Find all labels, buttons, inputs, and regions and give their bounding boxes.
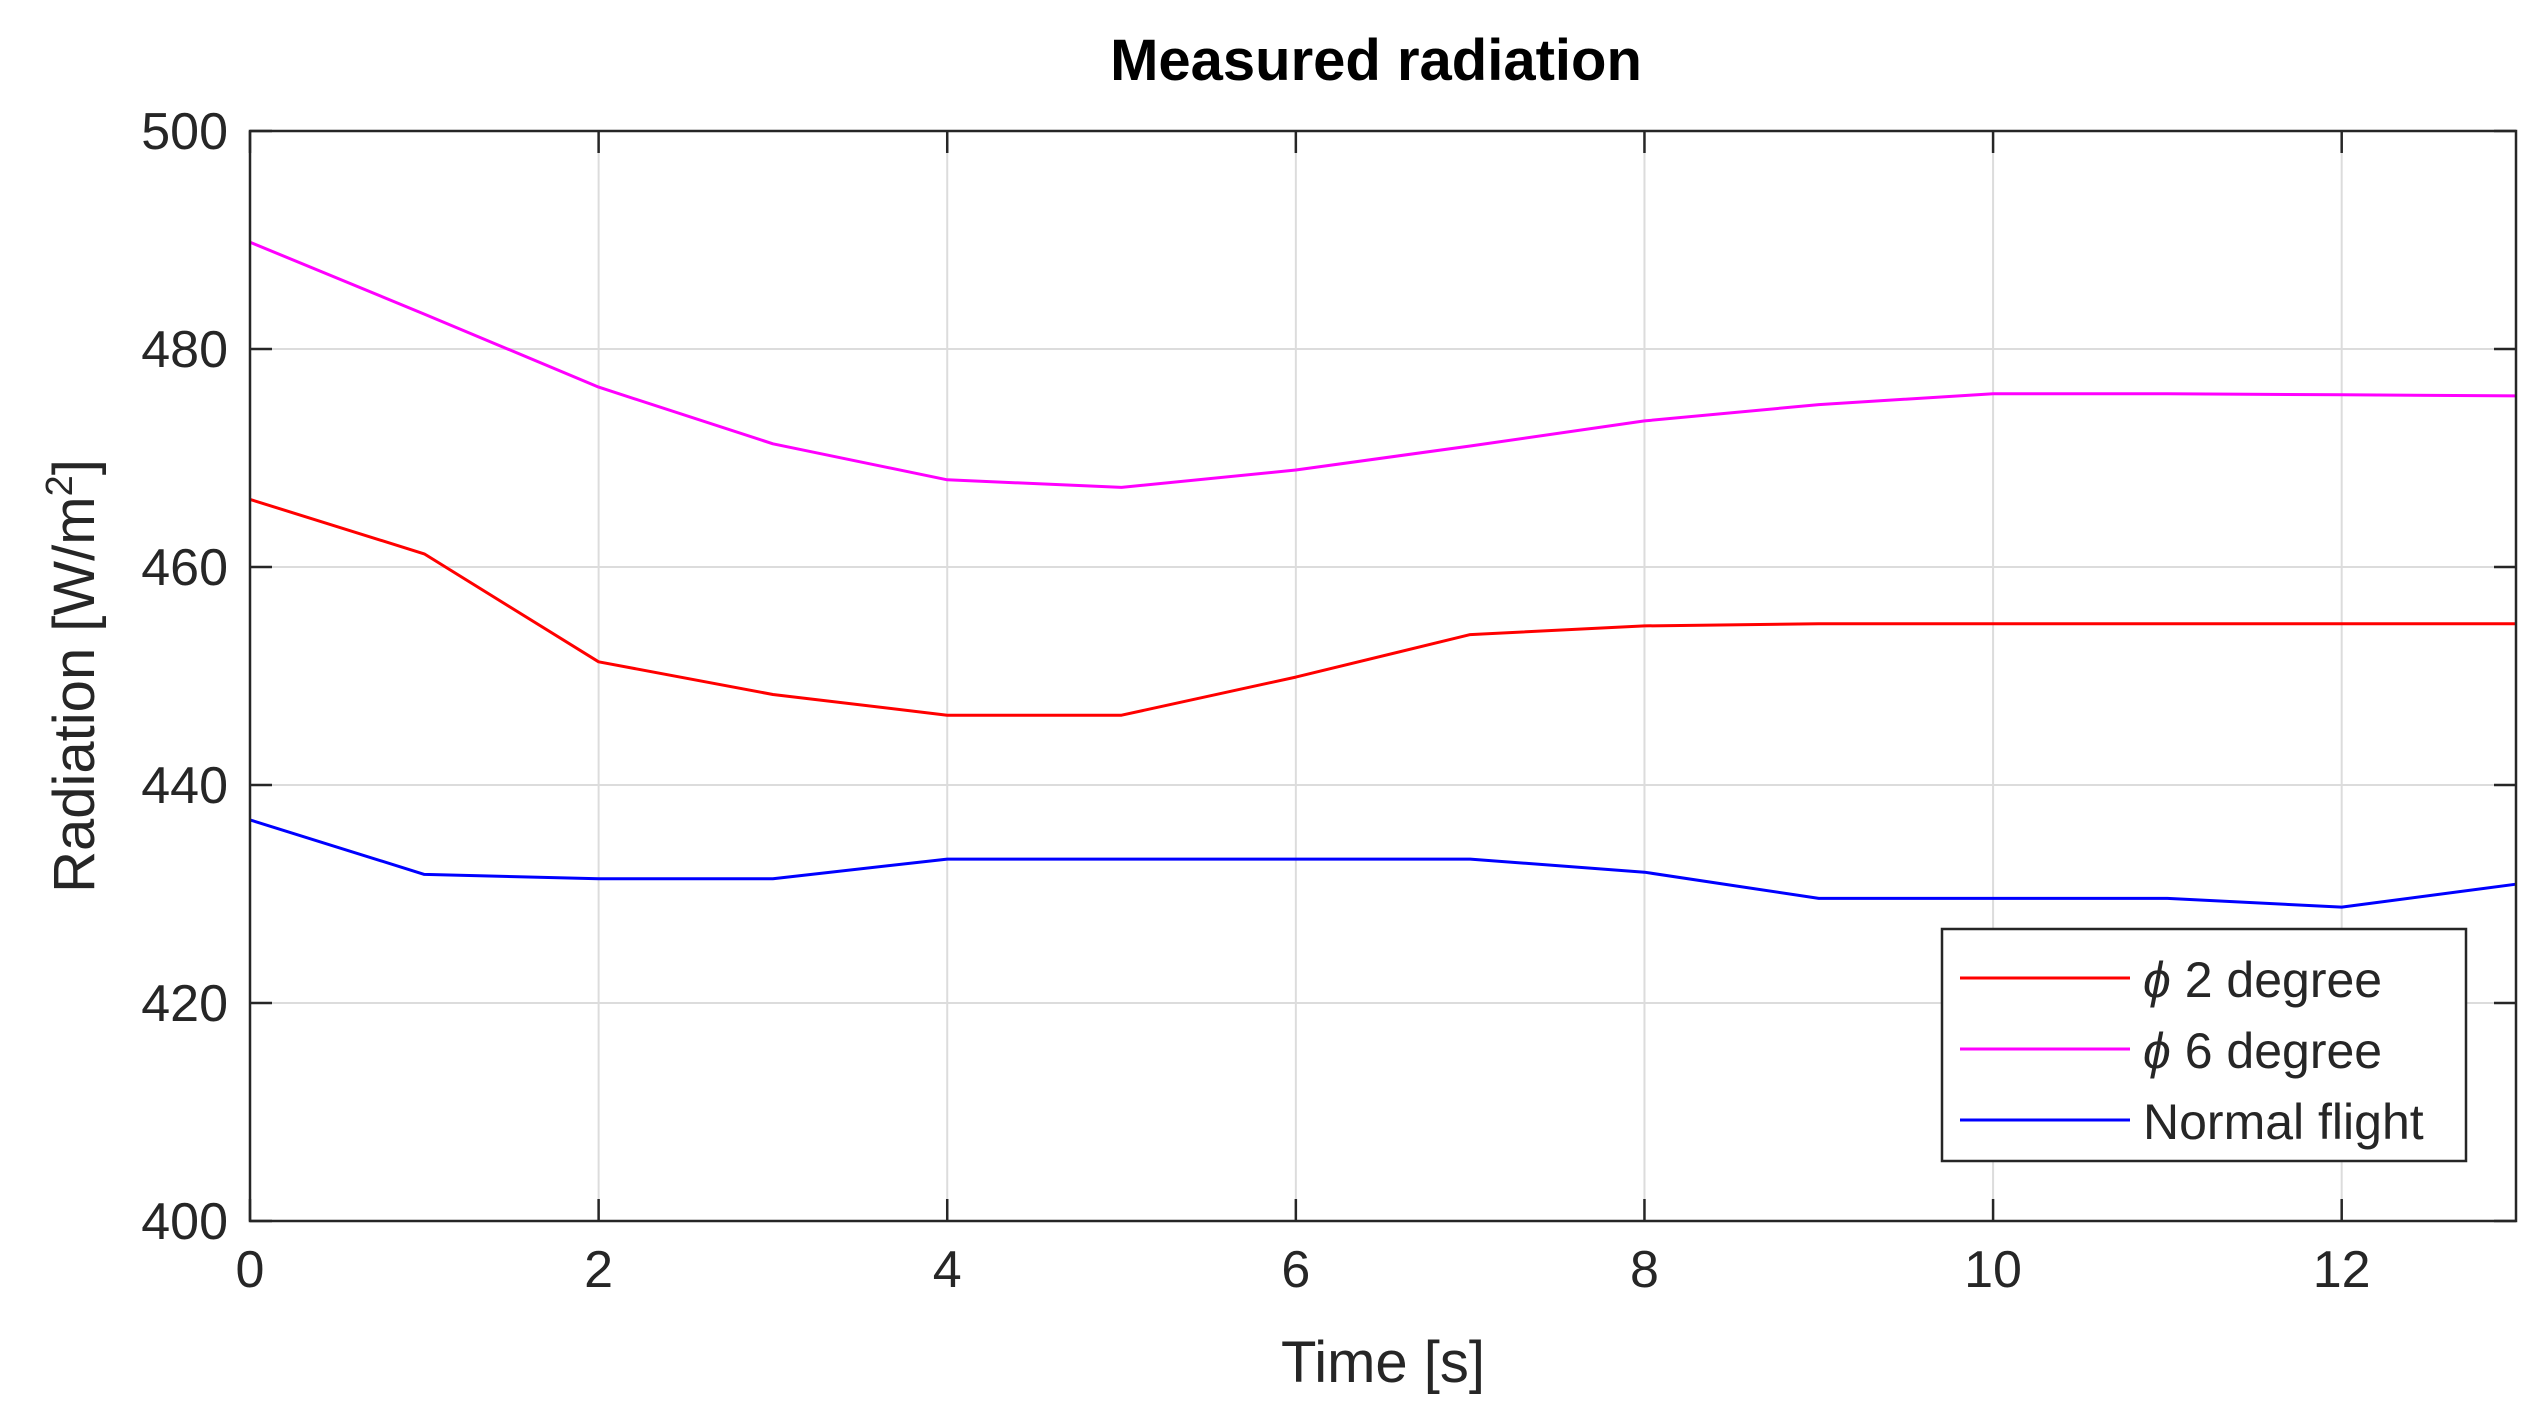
y-axis-label-close: ]: [42, 459, 107, 475]
legend-symbol: ϕ: [2143, 1023, 2171, 1079]
chart-title: Measured radiation: [1110, 28, 1642, 93]
legend-label-1: ϕ 2 degree: [2143, 952, 2382, 1008]
series-layer: [249, 240, 2517, 909]
x-tick-label: 8: [1630, 1241, 1659, 1299]
y-axis-label-main: Radiation [W/m: [42, 496, 107, 892]
legend-label-2: ϕ 6 degree: [2143, 1023, 2382, 1079]
x-tick-label: 0: [236, 1241, 265, 1299]
y-tick-label: 500: [141, 103, 228, 161]
legend-symbol: ϕ: [2143, 952, 2171, 1008]
x-tick-label: 6: [1281, 1241, 1310, 1299]
legend-text: Normal flight: [2143, 1094, 2424, 1150]
x-axis-label: Time [s]: [1281, 1330, 1485, 1395]
axis-ticks: [248, 129, 2516, 1223]
legend-box: [1940, 927, 2468, 1163]
y-tick-label: 460: [141, 539, 228, 597]
plot-area-border: [248, 129, 2518, 1223]
series-line-2: [249, 240, 2517, 489]
x-tick-label: 4: [933, 1241, 962, 1299]
y-axis-label: Radiation [W/m2]: [39, 459, 107, 893]
y-axis-label-superscript: 2: [39, 475, 81, 496]
y-tick-label: 480: [141, 321, 228, 379]
series-line-1: [249, 497, 2516, 717]
y-tick-labels: 400 420 440 460 480 500: [141, 103, 228, 1251]
x-tick-label: 12: [2313, 1241, 2371, 1299]
x-tick-label: 10: [1964, 1241, 2022, 1299]
x-tick-label: 2: [584, 1241, 613, 1299]
x-tick-labels: 0 2 4 6 8 10 12: [236, 1241, 2371, 1299]
legend-label-3: Normal flight: [2143, 1094, 2424, 1150]
y-tick-label: 400: [141, 1193, 228, 1251]
legend-text: 6 degree: [2171, 1023, 2382, 1079]
y-tick-label: 420: [141, 975, 228, 1033]
series-line-3: [249, 818, 2517, 909]
grid-lines: [250, 131, 2516, 1221]
y-tick-label: 440: [141, 757, 228, 815]
legend-text: 2 degree: [2171, 952, 2382, 1008]
